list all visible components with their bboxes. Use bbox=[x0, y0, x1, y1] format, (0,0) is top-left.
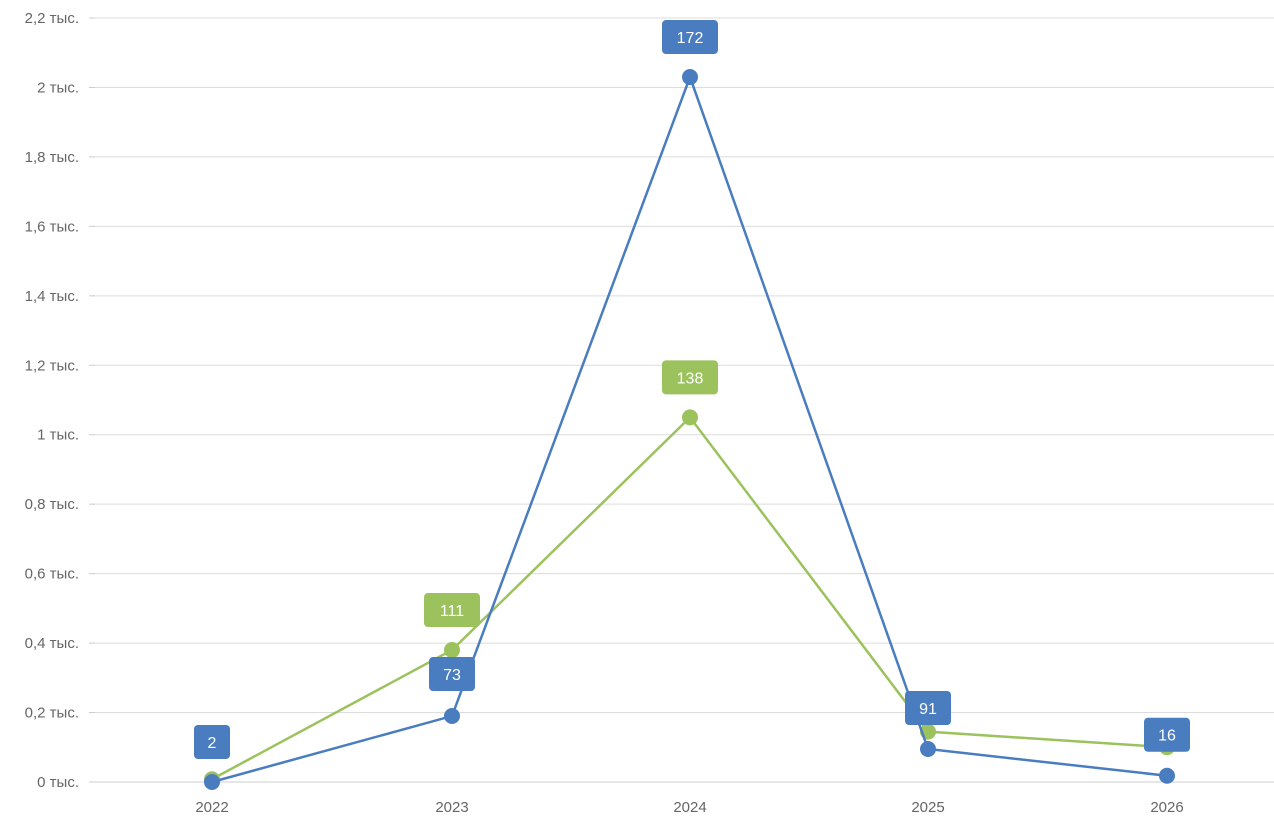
data-label: 111 bbox=[424, 593, 480, 628]
data-label: 16 bbox=[1144, 717, 1190, 752]
series-layer bbox=[204, 69, 1175, 790]
data-label-box bbox=[429, 657, 475, 692]
grid-lines bbox=[95, 17, 1274, 783]
y-tick-label: 1,6 тыс. bbox=[25, 218, 79, 235]
data-label-text: 73 bbox=[443, 667, 461, 684]
y-tick-label: 1 тыс. bbox=[37, 427, 79, 444]
data-label-box bbox=[662, 360, 718, 395]
data-point bbox=[204, 774, 220, 790]
x-tick-label: 2026 bbox=[1150, 799, 1183, 816]
data-point bbox=[1159, 767, 1175, 784]
data-point bbox=[444, 708, 460, 725]
series-line bbox=[211, 73, 1168, 784]
x-axis: 2022 2023 2024 2025 2026 bbox=[195, 799, 1183, 816]
data-label: 91 bbox=[905, 691, 951, 726]
data-label-text: 172 bbox=[677, 30, 704, 47]
data-label-box bbox=[905, 691, 951, 726]
data-label-text: 2 bbox=[208, 735, 217, 752]
data-label-box bbox=[194, 725, 230, 759]
data-label-text: 91 bbox=[919, 701, 937, 718]
y-axis: 0 тыс. 0,2 тыс. 0,4 тыс. 0,6 тыс. 0,8 тыс. 1 … bbox=[25, 10, 95, 791]
data-label-box bbox=[424, 593, 480, 628]
y-tick-label: 0,8 тыс. bbox=[25, 496, 79, 513]
data-label-box bbox=[1144, 717, 1190, 752]
data-label-text: 138 bbox=[677, 370, 704, 387]
y-tick-label: 1,4 тыс. bbox=[25, 288, 79, 305]
data-point bbox=[682, 409, 698, 426]
data-label-text: 111 bbox=[440, 603, 464, 620]
x-tick-label: 2022 bbox=[195, 799, 228, 816]
y-tick-label: 0,4 тыс. bbox=[25, 635, 79, 652]
data-label-box bbox=[662, 20, 718, 55]
data-label: 2 bbox=[194, 725, 230, 759]
data-point bbox=[920, 741, 936, 758]
y-tick-label: 1,8 тыс. bbox=[25, 149, 79, 166]
series-line bbox=[211, 415, 1168, 781]
data-label: 138 bbox=[662, 360, 718, 395]
y-tick-label: 1,2 тыс. bbox=[25, 357, 79, 374]
y-tick-label: 0,6 тыс. bbox=[25, 566, 79, 583]
data-point bbox=[682, 69, 698, 86]
data-labels-layer: 2 73 172 91 16 111 138 bbox=[194, 20, 1190, 759]
x-tick-label: 2025 bbox=[911, 799, 944, 816]
data-label-text: 16 bbox=[1158, 728, 1176, 745]
x-tick-label: 2023 bbox=[435, 799, 468, 816]
y-tick-label: 0,2 тыс. bbox=[25, 705, 79, 722]
data-label: 73 bbox=[429, 657, 475, 692]
data-point bbox=[444, 642, 460, 659]
y-tick-label: 2,2 тыс. bbox=[25, 10, 79, 27]
data-label: 172 bbox=[662, 20, 718, 55]
x-tick-label: 2024 bbox=[673, 799, 706, 816]
y-tick-label: 2 тыс. bbox=[37, 79, 79, 96]
y-tick-label: 0 тыс. bbox=[37, 774, 79, 791]
